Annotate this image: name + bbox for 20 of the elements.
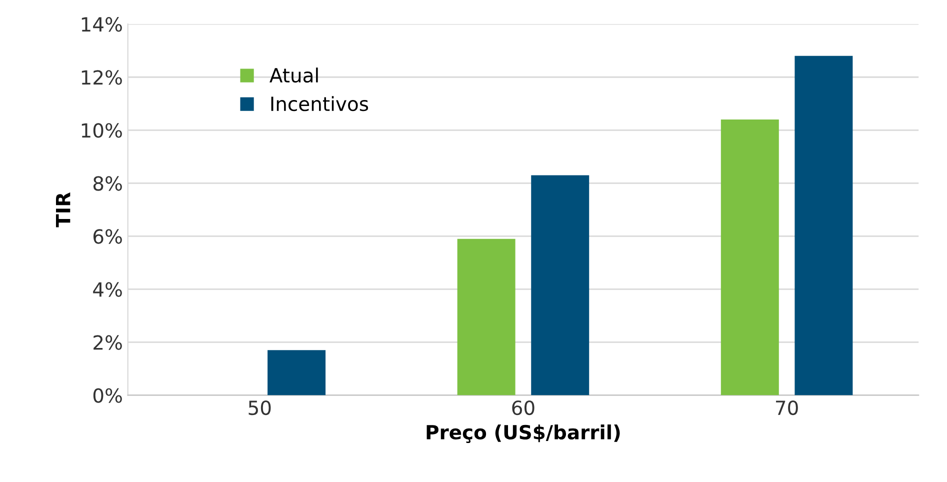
y-tick-label: 4%	[93, 282, 122, 297]
bar	[268, 350, 326, 396]
y-tick-label: 6%	[93, 229, 122, 244]
y-tick-label: 8%	[93, 176, 122, 191]
y-tick-label: 10%	[82, 123, 122, 138]
y-tick-label: 12%	[82, 70, 122, 85]
legend-label: Atual	[270, 68, 318, 83]
x-axis-title: Preço (US$/barril)	[426, 424, 620, 444]
bar	[720, 120, 779, 396]
y-tick-label: 14%	[82, 17, 122, 32]
bar	[531, 175, 590, 396]
y-tick-label: 0%	[93, 388, 122, 403]
x-tick-label: 50	[248, 400, 271, 416]
y-axis-title: TIR	[56, 192, 70, 228]
bar	[794, 56, 853, 396]
x-tick-label: 70	[776, 400, 798, 416]
y-tick-label: 2%	[94, 335, 122, 350]
legend-label: Incentivos	[271, 96, 368, 112]
bar	[457, 238, 516, 396]
x-tick-label: 60	[512, 400, 534, 416]
